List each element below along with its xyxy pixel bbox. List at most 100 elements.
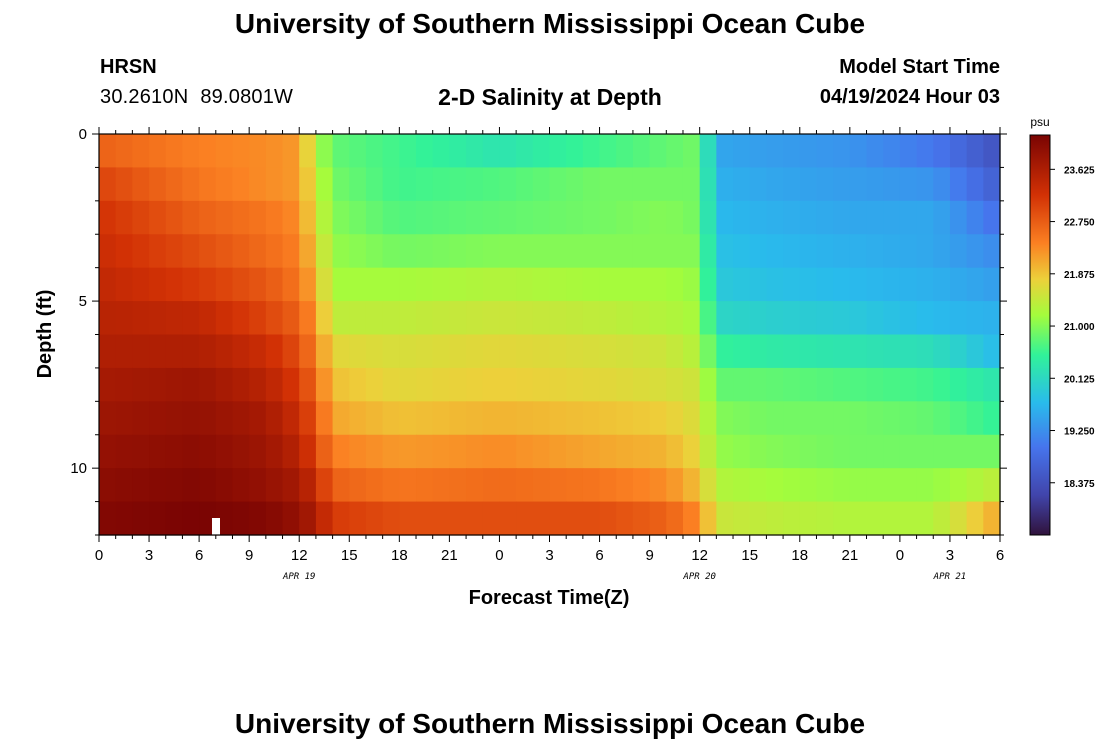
heatmap-cell (766, 434, 784, 469)
heatmap-cell (632, 267, 651, 302)
heatmap-cell (899, 167, 918, 202)
heatmap-cell (849, 334, 868, 369)
footer-title: University of Southern Mississippi Ocean… (234, 708, 866, 739)
heatmap-cell (299, 434, 317, 469)
heatmap-cell (399, 200, 417, 235)
heatmap-cell (165, 167, 184, 202)
heatmap-cell (566, 367, 584, 402)
heatmap-cell (482, 401, 501, 436)
heatmap-cell (365, 267, 384, 302)
heatmap-cell (799, 167, 818, 202)
heatmap-cell (749, 134, 768, 169)
heatmap-cell (682, 167, 701, 202)
heatmap-cell (749, 267, 768, 302)
heatmap-cell (449, 334, 467, 369)
heatmap-cell (99, 468, 117, 503)
heatmap-cell (733, 468, 751, 503)
heatmap-cell (983, 301, 1001, 336)
heatmap-cell (282, 468, 300, 503)
heatmap-cell (532, 434, 551, 469)
heatmap-cell (849, 401, 868, 436)
heatmap-cell (115, 367, 133, 402)
heatmap-cell (699, 267, 717, 302)
heatmap-cell (749, 334, 768, 369)
heatmap-cell (265, 301, 284, 336)
heatmap-cell (599, 267, 617, 302)
heatmap-cell (232, 434, 250, 469)
heatmap-cell (532, 167, 551, 202)
heatmap-cell (966, 501, 984, 536)
heatmap-cell (249, 401, 267, 436)
heatmap-cell (933, 134, 951, 169)
heatmap-cell (883, 301, 901, 336)
heatmap-cell (482, 367, 501, 402)
heatmap-cell (99, 401, 117, 436)
heatmap-cell (399, 267, 417, 302)
heatmap-cell (783, 434, 801, 469)
heatmap-cell (149, 468, 167, 503)
heatmap-cell (699, 134, 717, 169)
heatmap-cell (966, 367, 984, 402)
heatmap-cell (733, 134, 751, 169)
heatmap-cell (816, 367, 834, 402)
heatmap-cell (365, 200, 384, 235)
heatmap-cell (516, 401, 534, 436)
heatmap-cell (349, 234, 367, 269)
heatmap-cell (616, 301, 634, 336)
heatmap-cell (666, 267, 684, 302)
heatmap-cell (532, 468, 551, 503)
heatmap-cell (315, 367, 334, 402)
heatmap-cell (916, 468, 934, 503)
x-tick-label: 12 (691, 547, 708, 564)
x-date-label: APR 20 (682, 572, 716, 582)
heatmap-cell (449, 434, 467, 469)
heatmap-cell (783, 501, 801, 536)
heatmap-cell (799, 367, 818, 402)
heatmap-cell (132, 167, 150, 202)
heatmap-cell (899, 301, 918, 336)
heatmap-cell (99, 134, 117, 169)
heatmap-cell (566, 334, 584, 369)
heatmap-cell (215, 134, 234, 169)
heatmap-cell (365, 301, 384, 336)
heatmap-cell (849, 200, 868, 235)
heatmap-cell (182, 301, 200, 336)
heatmap-cell (499, 200, 517, 235)
heatmap-cell (916, 334, 934, 369)
heatmap-cell (582, 301, 601, 336)
heatmap-cell (299, 501, 317, 536)
heatmap-cell (866, 234, 884, 269)
heatmap-cell (365, 334, 384, 369)
heatmap-cell (599, 167, 617, 202)
heatmap-cell (416, 234, 434, 269)
heatmap-cell (499, 367, 517, 402)
heatmap-cell (682, 434, 701, 469)
heatmap-cell (382, 167, 400, 202)
heatmap-cell (983, 134, 1001, 169)
heatmap-cell (399, 234, 417, 269)
heatmap-cell (115, 501, 133, 536)
heatmap-cell (416, 334, 434, 369)
heatmap-cell (682, 367, 701, 402)
heatmap-cell (983, 501, 1001, 536)
heatmap-cell (199, 200, 217, 235)
heatmap-cell (666, 301, 684, 336)
heatmap-cell (799, 501, 818, 536)
x-tick-label: 15 (341, 547, 358, 564)
heatmap-cell (99, 334, 117, 369)
heatmap-cell (833, 200, 851, 235)
heatmap-cell (432, 167, 450, 202)
heatmap-cell (349, 267, 367, 302)
heatmap-cell (916, 434, 934, 469)
heatmap-cell (482, 267, 501, 302)
heatmap-cell (549, 301, 567, 336)
heatmap-cell (716, 134, 734, 169)
heatmap-cell (599, 434, 617, 469)
heatmap-cell (649, 167, 667, 202)
heatmap-cell (449, 267, 467, 302)
heatmap-cell (299, 167, 317, 202)
heatmap-cell (149, 501, 167, 536)
heatmap-cell (265, 501, 284, 536)
heatmap-cell (899, 134, 918, 169)
heatmap-cell (182, 334, 200, 369)
